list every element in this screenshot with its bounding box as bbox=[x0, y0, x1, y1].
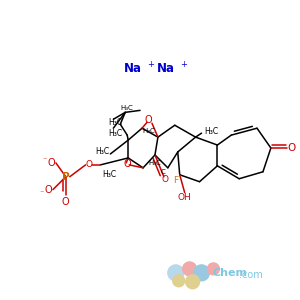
Text: H₃C: H₃C bbox=[108, 129, 122, 138]
Text: Chem: Chem bbox=[212, 268, 247, 278]
Text: F: F bbox=[173, 176, 178, 185]
Circle shape bbox=[183, 262, 196, 276]
Text: H₃C: H₃C bbox=[120, 105, 133, 111]
Circle shape bbox=[173, 275, 185, 287]
Text: H₃C: H₃C bbox=[102, 170, 117, 179]
Text: +: + bbox=[148, 60, 154, 69]
Text: ⁻: ⁻ bbox=[40, 188, 44, 197]
Text: C: C bbox=[160, 169, 165, 175]
Text: O: O bbox=[288, 143, 296, 153]
Circle shape bbox=[186, 275, 200, 289]
Text: O: O bbox=[44, 184, 52, 195]
Text: O: O bbox=[144, 115, 152, 125]
Text: H₃C: H₃C bbox=[205, 127, 219, 136]
Text: H₃C: H₃C bbox=[95, 148, 110, 157]
Text: H₃C: H₃C bbox=[108, 118, 122, 127]
Text: O: O bbox=[123, 159, 131, 169]
Text: O: O bbox=[85, 160, 92, 169]
Circle shape bbox=[208, 263, 219, 275]
Text: OH: OH bbox=[178, 193, 192, 202]
Text: O: O bbox=[161, 175, 168, 184]
Text: ⁻: ⁻ bbox=[43, 155, 47, 164]
Text: Na: Na bbox=[157, 62, 175, 75]
Text: O: O bbox=[62, 196, 70, 206]
Text: O: O bbox=[47, 158, 55, 168]
Text: .com: .com bbox=[239, 270, 263, 280]
Text: H₃C: H₃C bbox=[142, 128, 155, 134]
Circle shape bbox=[168, 265, 184, 281]
Text: Na: Na bbox=[124, 62, 142, 75]
Circle shape bbox=[194, 265, 209, 281]
Text: +: + bbox=[180, 60, 187, 69]
Text: H₃C: H₃C bbox=[148, 160, 161, 166]
Text: P: P bbox=[62, 172, 70, 182]
